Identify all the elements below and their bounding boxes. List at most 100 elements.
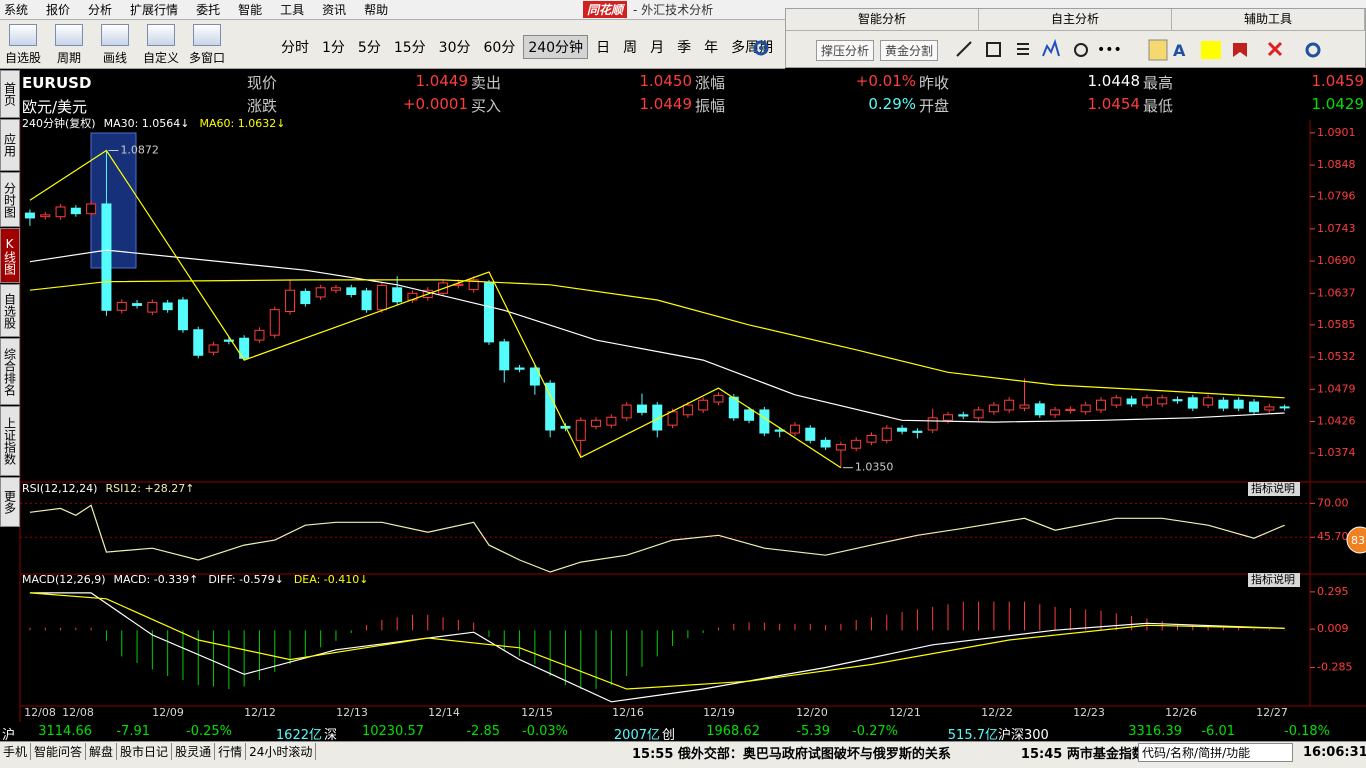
- period-button[interactable]: 年: [704, 40, 719, 56]
- panel-button[interactable]: 撑压分析: [816, 39, 875, 61]
- status-tab[interactable]: 24小时滚动: [246, 742, 317, 760]
- ticker-volume: 2007亿: [613, 728, 660, 743]
- status-tab[interactable]: 股灵通: [172, 742, 216, 760]
- period-button[interactable]: 日: [596, 40, 611, 56]
- draw-tools: ••• A: [956, 38, 1321, 61]
- side-tab[interactable]: 自选股: [0, 284, 20, 337]
- side-tab[interactable]: 分时图: [0, 172, 20, 227]
- side-tab[interactable]: 上证指数: [0, 406, 20, 476]
- help-button-label[interactable]: 指标说明: [1251, 572, 1295, 586]
- quote-value: +0.0001: [402, 95, 468, 113]
- tool-button[interactable]: 自选股: [4, 24, 42, 66]
- side-tab[interactable]: K线图: [0, 228, 20, 283]
- candle-body: [682, 404, 693, 416]
- ticker-price: 10230.57: [361, 724, 424, 739]
- candle-body: [988, 404, 999, 413]
- x-tick-label: 12/27: [1256, 706, 1288, 719]
- candle-body: [208, 344, 219, 353]
- side-tab[interactable]: 首页: [0, 70, 20, 118]
- candle-body: [851, 439, 862, 449]
- period-button[interactable]: 1分: [322, 40, 345, 56]
- y-tick-label: 1.0426: [1317, 414, 1356, 427]
- candle-body: [1004, 399, 1015, 411]
- quote-value: 1.0459: [1311, 72, 1365, 90]
- help-button: [1248, 482, 1300, 496]
- menu-item[interactable]: 帮助: [364, 3, 389, 17]
- side-tab[interactable]: 综合排名: [0, 338, 20, 405]
- period-button[interactable]: 60分: [483, 40, 516, 56]
- menu-item[interactable]: 分析: [88, 3, 113, 17]
- candle-body: [958, 414, 969, 417]
- status-tab[interactable]: 行情: [215, 742, 247, 760]
- news-item[interactable]: 15:55 俄外交部：奥巴马政府试图破坏与俄罗斯的关系: [632, 746, 951, 762]
- candle-body: [728, 396, 739, 419]
- menu-item[interactable]: 委托: [196, 3, 221, 17]
- menu-item[interactable]: 工具: [280, 3, 305, 17]
- candle-body: [820, 439, 831, 448]
- quote-value: 1.0449: [639, 95, 693, 113]
- panel-tab[interactable]: 辅助工具: [1172, 9, 1365, 31]
- candle-body: [1279, 406, 1290, 409]
- help-button-label[interactable]: 指标说明: [1251, 481, 1295, 495]
- y-tick-label: 1.0848: [1317, 158, 1356, 171]
- tool-button[interactable]: 周期: [50, 24, 88, 66]
- tool-button[interactable]: 自定义: [142, 24, 180, 66]
- side-tab[interactable]: 更多: [0, 477, 20, 527]
- ticker-change: -5.39: [796, 724, 830, 739]
- panel-tab[interactable]: 自主分析: [979, 9, 1172, 31]
- candle-body: [927, 417, 938, 431]
- panel-button[interactable]: 黄金分割: [880, 39, 939, 61]
- y-tick-label: 1.0479: [1317, 382, 1356, 395]
- zigzag-line: [29, 149, 842, 469]
- period-button[interactable]: 30分: [438, 40, 471, 56]
- menu-item[interactable]: 扩展行情: [130, 3, 179, 17]
- candle-body: [330, 287, 341, 291]
- status-tab[interactable]: 股市日记: [117, 742, 173, 760]
- search-box[interactable]: 代码/名称/简拼/功能: [1138, 743, 1293, 762]
- menu-item[interactable]: 资讯: [322, 3, 347, 17]
- status-tab[interactable]: 手机: [0, 742, 32, 760]
- y-tick-label: -0.285: [1317, 661, 1352, 674]
- macd-line: [29, 592, 1285, 690]
- settings-icon[interactable]: [751, 38, 771, 58]
- quote-value: 1.0429: [1311, 95, 1365, 113]
- ticker-change: -6.01: [1201, 724, 1235, 739]
- badge-label: 83: [1351, 534, 1365, 547]
- indicator-title: MACD(12,26,9): [22, 573, 106, 586]
- quote-label: 卖出: [471, 74, 502, 92]
- period-button[interactable]: 15分: [393, 40, 426, 56]
- menu-item[interactable]: 系统: [4, 3, 29, 17]
- news-item[interactable]: 15:45 两市基金指数: [1020, 746, 1145, 762]
- period-button[interactable]: 多周期: [731, 40, 774, 56]
- candle-body: [1111, 397, 1122, 406]
- period-button[interactable]: 240分钟: [523, 35, 589, 59]
- quote-label: 涨幅: [695, 74, 726, 92]
- panel-tab[interactable]: 智能分析: [786, 9, 979, 31]
- tool-button[interactable]: 画线: [96, 24, 134, 66]
- ticker: 沪 3114.66 -7.91 -0.25% 1622亿深 10230.57 -2.85 -0…: [0, 722, 1366, 743]
- period-button[interactable]: 周: [623, 40, 638, 56]
- side-tab[interactable]: 应用: [0, 119, 20, 171]
- menu-item[interactable]: 智能: [238, 3, 263, 17]
- tool-button[interactable]: 多窗口: [188, 24, 226, 66]
- period-button[interactable]: 季: [677, 40, 692, 56]
- ticker-pct: -0.25%: [186, 724, 232, 739]
- ticker-price: 1968.62: [706, 724, 760, 739]
- period-button[interactable]: 分时: [281, 40, 309, 56]
- status-tab[interactable]: 解盘: [86, 742, 118, 760]
- tool-icon: [101, 24, 129, 46]
- candle-body: [667, 411, 678, 426]
- candle-body: [1050, 409, 1061, 416]
- x-tick-label: 12/23: [1073, 706, 1105, 719]
- period-button[interactable]: 5分: [357, 40, 381, 56]
- candle-body: [1172, 399, 1183, 402]
- candle-body: [621, 404, 632, 419]
- status-tab[interactable]: 智能问答: [31, 742, 87, 760]
- x-tick-label: 12/14: [428, 706, 460, 719]
- menu-item[interactable]: 报价: [46, 3, 71, 17]
- quote-header: EURUSD 欧元/美元 现价 1.0449 卖出 1.0450 涨幅 +0.01% 昨收 1…: [20, 70, 1366, 120]
- candle-body: [1141, 397, 1152, 406]
- period-button[interactable]: 月: [650, 40, 665, 56]
- tool-label: 自定义: [142, 51, 179, 65]
